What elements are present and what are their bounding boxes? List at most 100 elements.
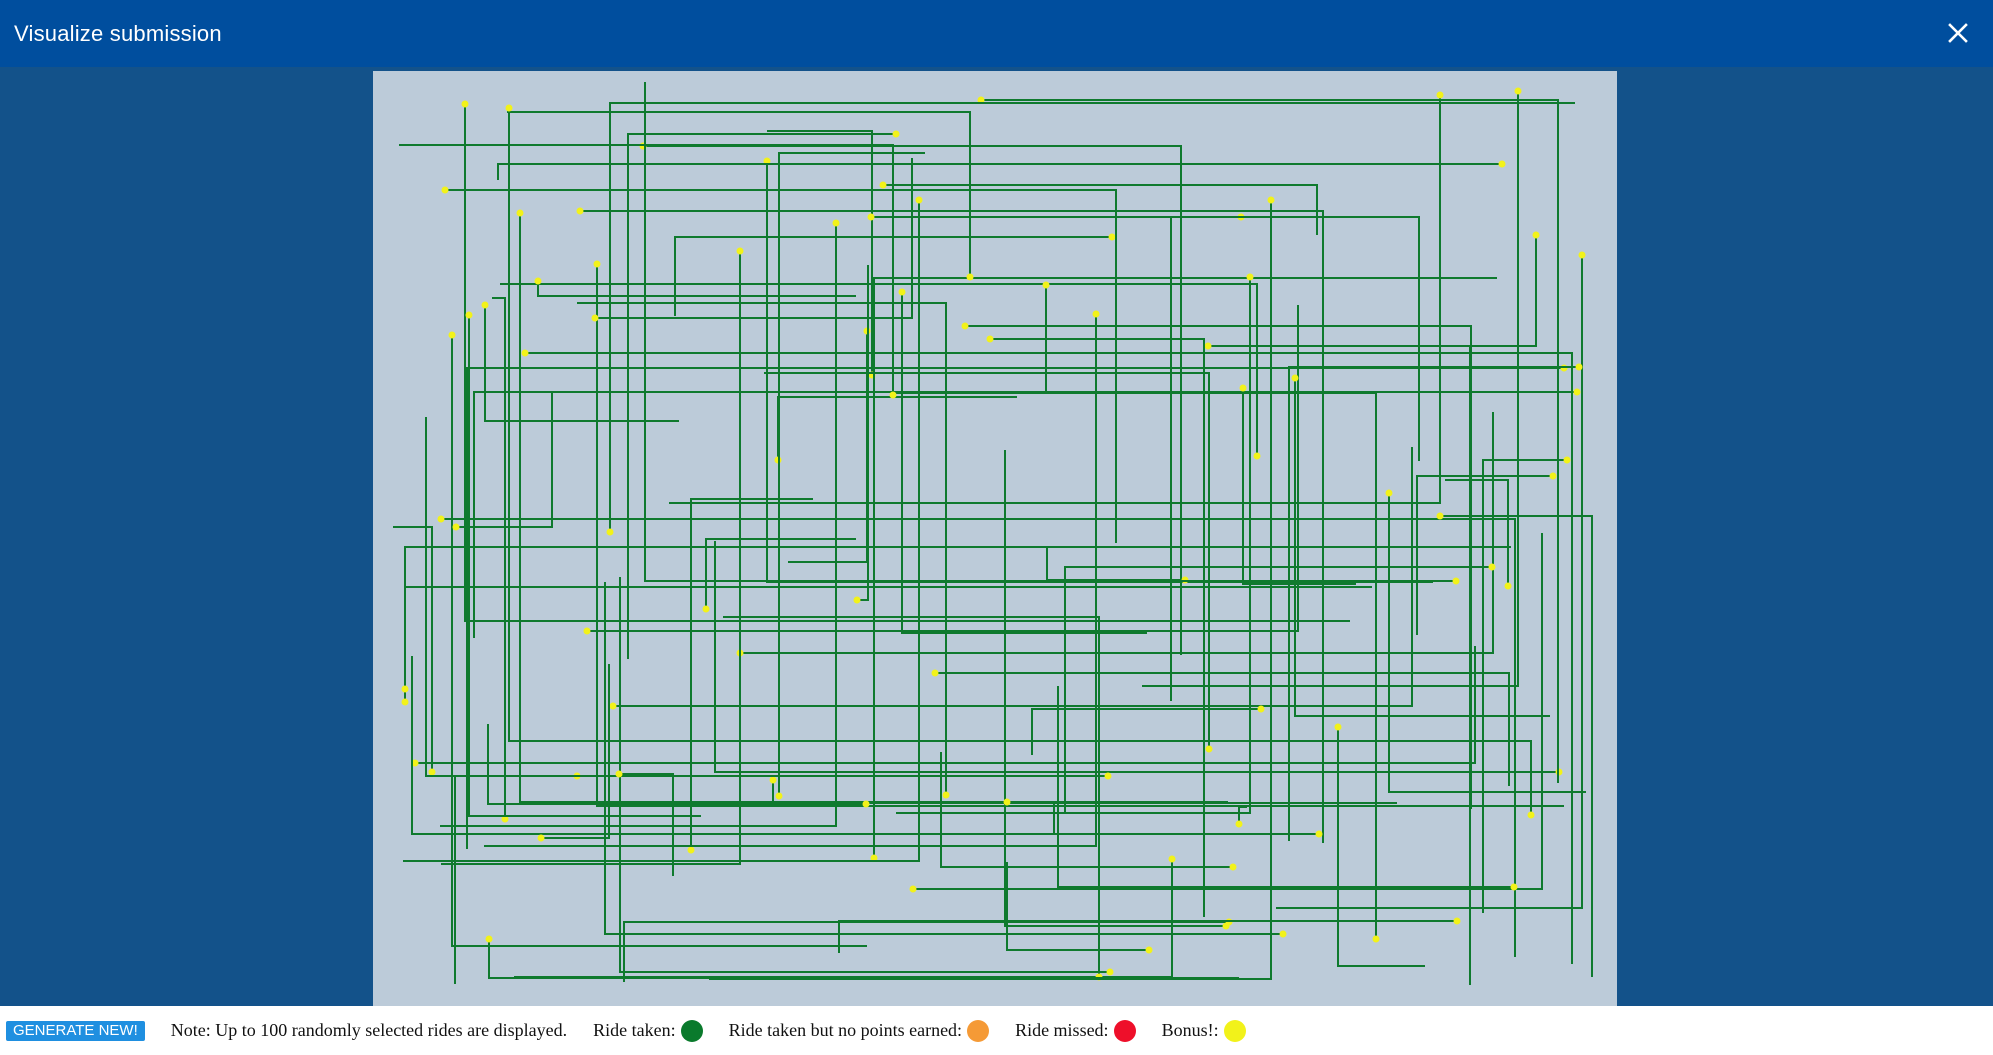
ride-path xyxy=(508,108,1306,742)
ride-path xyxy=(404,586,1372,689)
ride-path xyxy=(857,265,869,601)
bonus-marker xyxy=(889,391,897,399)
ride-path xyxy=(403,200,920,862)
bonus-marker xyxy=(1436,91,1444,99)
ride-path xyxy=(466,367,1564,849)
legend-label: Ride missed: xyxy=(1015,1020,1109,1040)
bonus-marker xyxy=(461,100,469,108)
bonus-marker xyxy=(1279,930,1287,938)
ride-path xyxy=(613,447,1413,707)
bonus-marker xyxy=(1563,456,1571,464)
bonus-marker xyxy=(931,669,939,677)
bonus-marker xyxy=(521,349,529,357)
ride-path xyxy=(896,277,1251,814)
ride-path xyxy=(619,577,1110,973)
ride-path xyxy=(1064,566,1492,812)
ride-path xyxy=(627,133,896,659)
ride-path xyxy=(451,335,867,947)
bonus-marker xyxy=(1205,745,1213,753)
bonus-marker xyxy=(1003,798,1011,806)
ride-path xyxy=(896,392,1377,939)
ride-path xyxy=(484,305,679,422)
yellow-dot-icon xyxy=(1223,1019,1246,1042)
ride-path xyxy=(1276,255,1583,909)
bonus-marker xyxy=(401,685,409,693)
ride-path xyxy=(883,184,1318,235)
bonus-marker xyxy=(1229,863,1237,871)
bonus-marker xyxy=(775,792,783,800)
ride-path xyxy=(468,315,701,817)
ride-path xyxy=(609,102,1575,532)
ride-path xyxy=(514,859,1173,978)
ride-path xyxy=(399,144,894,395)
bonus-marker xyxy=(437,515,445,523)
bonus-marker xyxy=(1488,563,1496,571)
ride-path xyxy=(1482,459,1567,913)
red-dot-icon xyxy=(1113,1019,1136,1042)
bonus-marker xyxy=(1042,281,1050,289)
ride-path xyxy=(525,352,1573,964)
ride-path xyxy=(541,664,610,839)
ride-path xyxy=(1142,91,1519,687)
bonus-marker xyxy=(465,311,473,319)
legend-ride-taken: Ride taken: xyxy=(593,1019,703,1042)
bonus-marker xyxy=(441,186,449,194)
bonus-marker xyxy=(1257,705,1265,713)
bonus-marker xyxy=(1575,363,1583,371)
ride-path xyxy=(604,582,1283,935)
legend-no-points: Ride taken but no points earned: xyxy=(728,1019,990,1042)
close-button[interactable] xyxy=(1941,16,1975,50)
bonus-marker xyxy=(1573,388,1581,396)
ride-path xyxy=(764,372,1210,749)
bonus-marker xyxy=(1385,489,1393,497)
bonus-marker xyxy=(909,885,917,893)
bonus-marker xyxy=(615,770,623,778)
bonus-marker xyxy=(1315,830,1323,838)
ride-path xyxy=(1069,740,1532,815)
generate-new-button[interactable]: GENERATE NEW! xyxy=(6,1020,145,1041)
bonus-marker xyxy=(961,322,969,330)
bonus-marker xyxy=(1239,384,1247,392)
bonus-marker xyxy=(448,331,456,339)
bonus-marker xyxy=(1510,883,1518,891)
ride-path xyxy=(871,216,1420,461)
ride-path xyxy=(838,920,1457,953)
ride-path xyxy=(1004,450,1226,927)
ride-path xyxy=(709,200,1272,980)
ride-path xyxy=(690,498,813,850)
ride-path xyxy=(440,223,837,827)
bonus-marker xyxy=(736,247,744,255)
bonus-marker xyxy=(1334,723,1342,731)
legend-label: Bonus!: xyxy=(1161,1020,1219,1040)
bonus-marker xyxy=(898,288,906,296)
ride-map-svg xyxy=(393,82,1593,985)
legend-label: Ride taken but no points earned: xyxy=(728,1020,963,1040)
title-bar: Visualize submission xyxy=(0,0,1993,67)
ride-path xyxy=(445,189,1117,543)
bonus-marker xyxy=(401,698,409,706)
bonus-marker xyxy=(1532,231,1540,239)
bonus-marker xyxy=(1514,87,1522,95)
bonus-marker xyxy=(505,104,513,112)
bonus-marker xyxy=(867,213,875,221)
bonus-marker xyxy=(1267,196,1275,204)
ride-path xyxy=(393,526,433,772)
bonus-marker xyxy=(1092,310,1100,318)
ride-path xyxy=(1007,801,1055,834)
bonus-marker xyxy=(485,935,493,943)
ride-path xyxy=(674,236,1112,316)
ride-path xyxy=(441,518,1516,957)
ride-path xyxy=(873,277,1497,858)
ride-path xyxy=(441,251,741,865)
bonus-marker xyxy=(870,854,878,862)
ride-path xyxy=(1006,862,1149,951)
bonus-marker xyxy=(1549,472,1557,480)
bonus-marker xyxy=(977,96,985,104)
bonus-marker xyxy=(1168,855,1176,863)
bonus-marker xyxy=(1527,811,1535,819)
ride-path xyxy=(454,775,577,984)
ride-path xyxy=(723,616,1100,977)
bonus-marker xyxy=(516,209,524,217)
ride-path xyxy=(1294,378,1550,717)
bonus-marker xyxy=(687,846,695,854)
